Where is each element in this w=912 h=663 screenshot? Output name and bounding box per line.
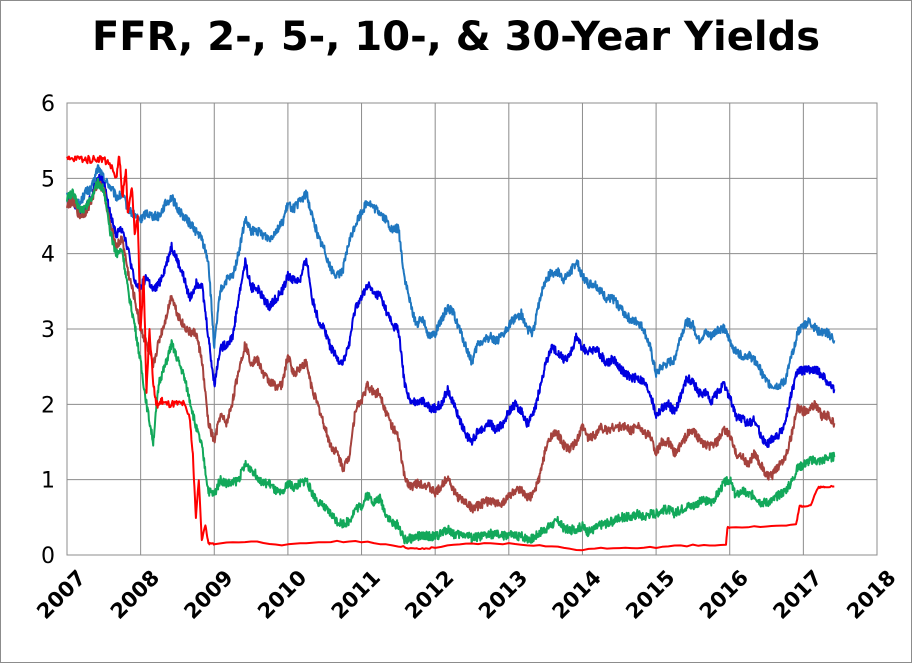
x-tick-label: 2007 [32, 565, 90, 623]
x-tick-label: 2009 [179, 565, 237, 623]
x-tick-label: 2017 [768, 565, 826, 623]
x-axis-ticks: 2007 2008 2009 2010 2011 2012 2013 2014 2015 2016… [32, 565, 900, 623]
chart-title: FFR, 2-, 5-, 10-, & 30-Year Yields [91, 14, 821, 60]
y-tick-label: 2 [41, 393, 55, 418]
x-tick-label: 2012 [400, 565, 458, 623]
y-tick-label: 6 [41, 92, 55, 117]
y-tick-label: 3 [41, 318, 55, 343]
series-group [66, 154, 836, 552]
x-tick-label: 2015 [621, 565, 679, 623]
y-tick-label: 1 [41, 469, 55, 494]
y-tick-label: 5 [41, 167, 55, 192]
x-tick-label: 2010 [253, 565, 311, 623]
plot-area-border [66, 102, 878, 556]
x-tick-label: 2011 [327, 565, 385, 623]
series-line-2 [66, 179, 836, 514]
x-tick-label: 2018 [842, 565, 900, 623]
x-tick-label: 2016 [695, 565, 753, 623]
x-tick-label: 2008 [106, 565, 164, 623]
series-line-4 [66, 154, 835, 552]
y-tick-label: 0 [41, 544, 55, 569]
y-axis-ticks: 0 1 2 3 4 5 6 [41, 92, 55, 569]
series-line-0 [66, 164, 836, 391]
x-tick-label: 2013 [474, 565, 532, 623]
series-line-1 [66, 173, 836, 448]
x-tick-label: 2014 [548, 565, 606, 623]
y-tick-label: 4 [41, 243, 55, 268]
series-line-3 [66, 177, 836, 545]
